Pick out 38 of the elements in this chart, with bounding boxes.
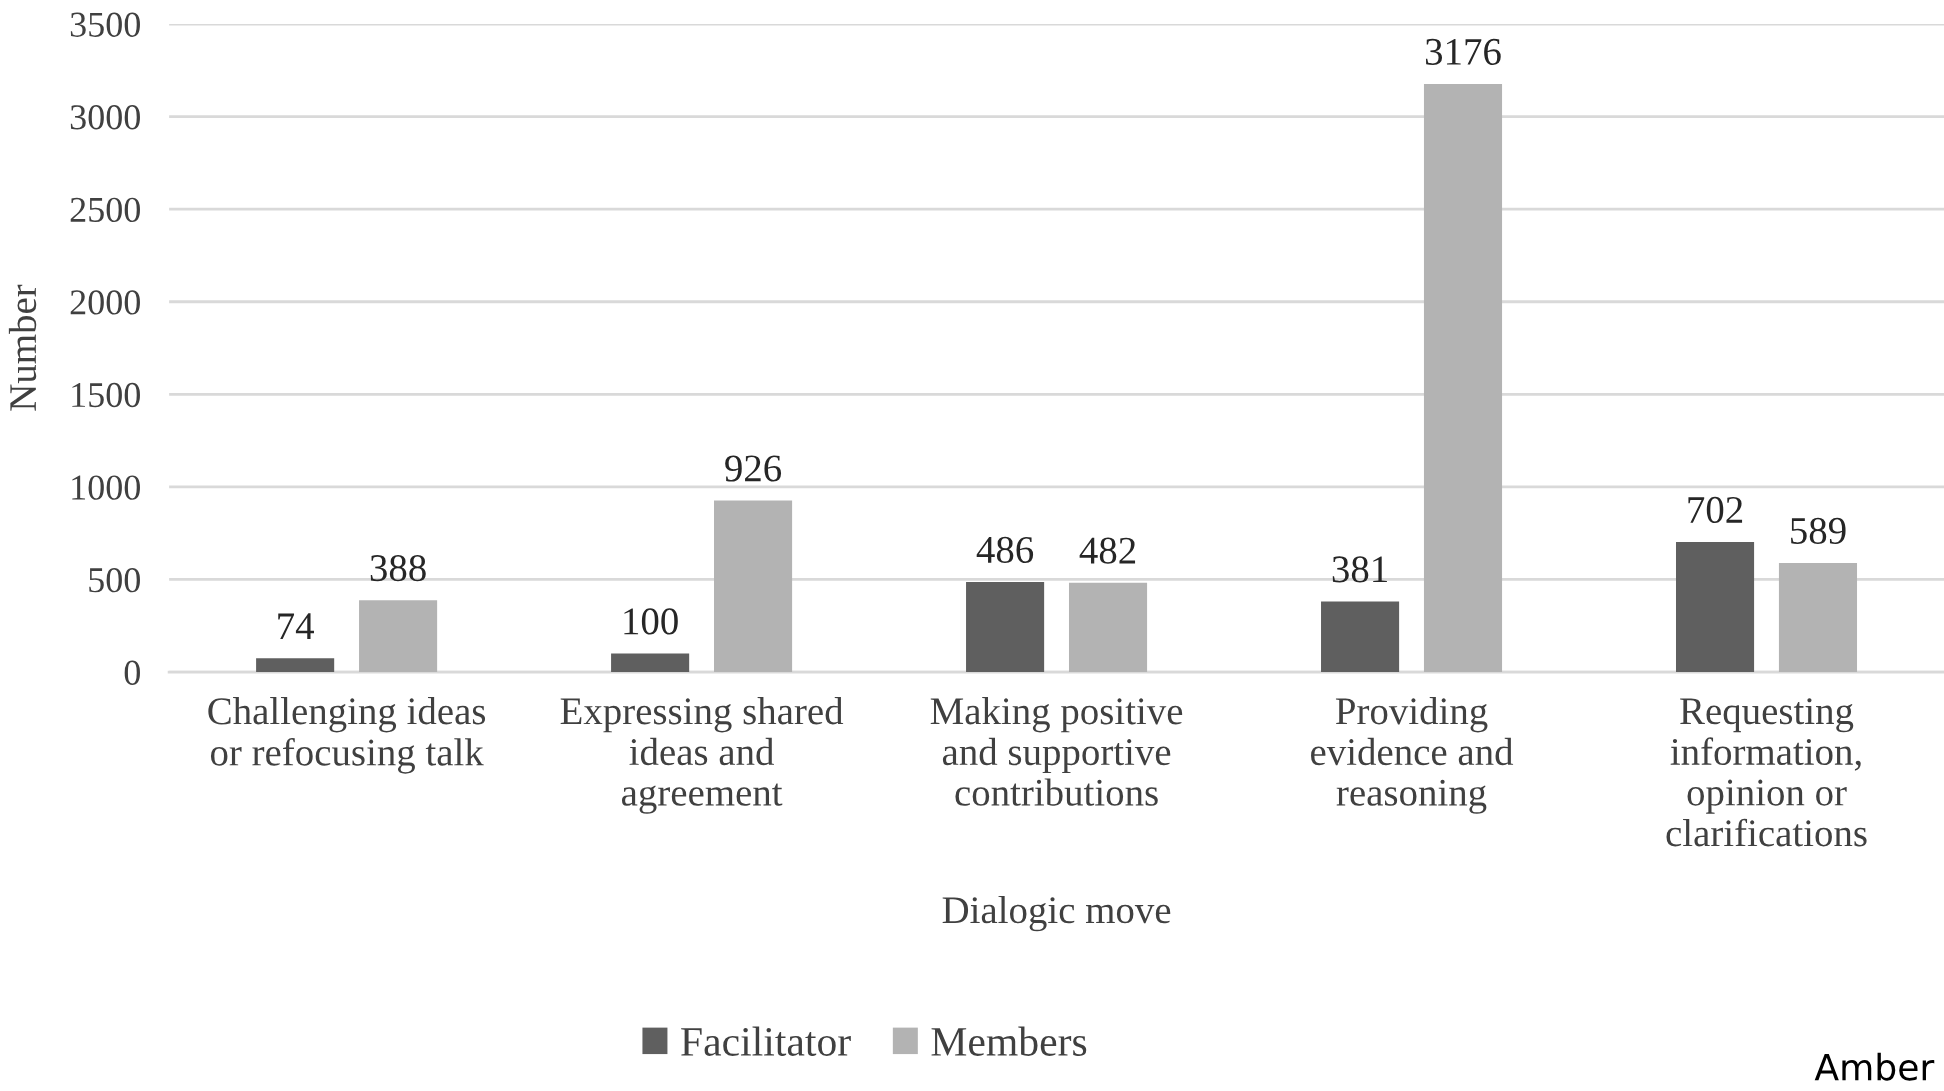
y-tick-label: 2500	[70, 197, 140, 223]
data-label: 482	[1079, 537, 1136, 564]
y-tick-label: 3000	[70, 105, 140, 130]
text: Amber	[1814, 1052, 1935, 1081]
bar	[256, 658, 335, 673]
x-tick-label: Challenging ideas or refocusing talk	[208, 697, 486, 774]
data-label: 926	[725, 455, 782, 482]
y-tick-label: 0	[124, 660, 140, 685]
legend-label: Members	[931, 1026, 1087, 1056]
data-label: 589	[1791, 517, 1846, 544]
y-tick-label: 3500	[70, 12, 140, 37]
y-tick-label: 2000	[70, 290, 140, 315]
legend-label: Facilitator	[681, 1026, 851, 1056]
data-label: 381	[1332, 556, 1387, 583]
bar	[1321, 601, 1400, 673]
y-tick-label: 500	[89, 567, 140, 593]
y-tick-label: 1500	[72, 382, 140, 408]
y-tick-label: 1000	[72, 475, 140, 500]
x-axis-title: Dialogic move	[942, 895, 1171, 932]
y-axis-title: Number	[8, 284, 37, 411]
data-label: 3176	[1425, 38, 1501, 65]
bar	[1778, 563, 1858, 673]
x-tick-label: Requesting information, opinion or clarifications	[1666, 698, 1867, 847]
bar	[359, 600, 438, 673]
bar	[1068, 582, 1148, 673]
bar	[611, 653, 690, 673]
bar	[714, 500, 793, 673]
bar	[1423, 83, 1503, 673]
data-label: 388	[370, 554, 426, 582]
x-tick-label: Making positive and supportive contributions	[930, 697, 1183, 806]
data-label: 486	[976, 536, 1034, 564]
data-label: 74	[278, 613, 314, 639]
bar	[1675, 542, 1755, 673]
x-tick-label: Providing evidence and reasoning	[1311, 697, 1514, 814]
data-label: 702	[1688, 496, 1743, 524]
bar	[966, 582, 1045, 673]
data-label: 100	[624, 608, 678, 635]
x-tick-label: Expressing shared ideas and agreement	[560, 697, 844, 814]
